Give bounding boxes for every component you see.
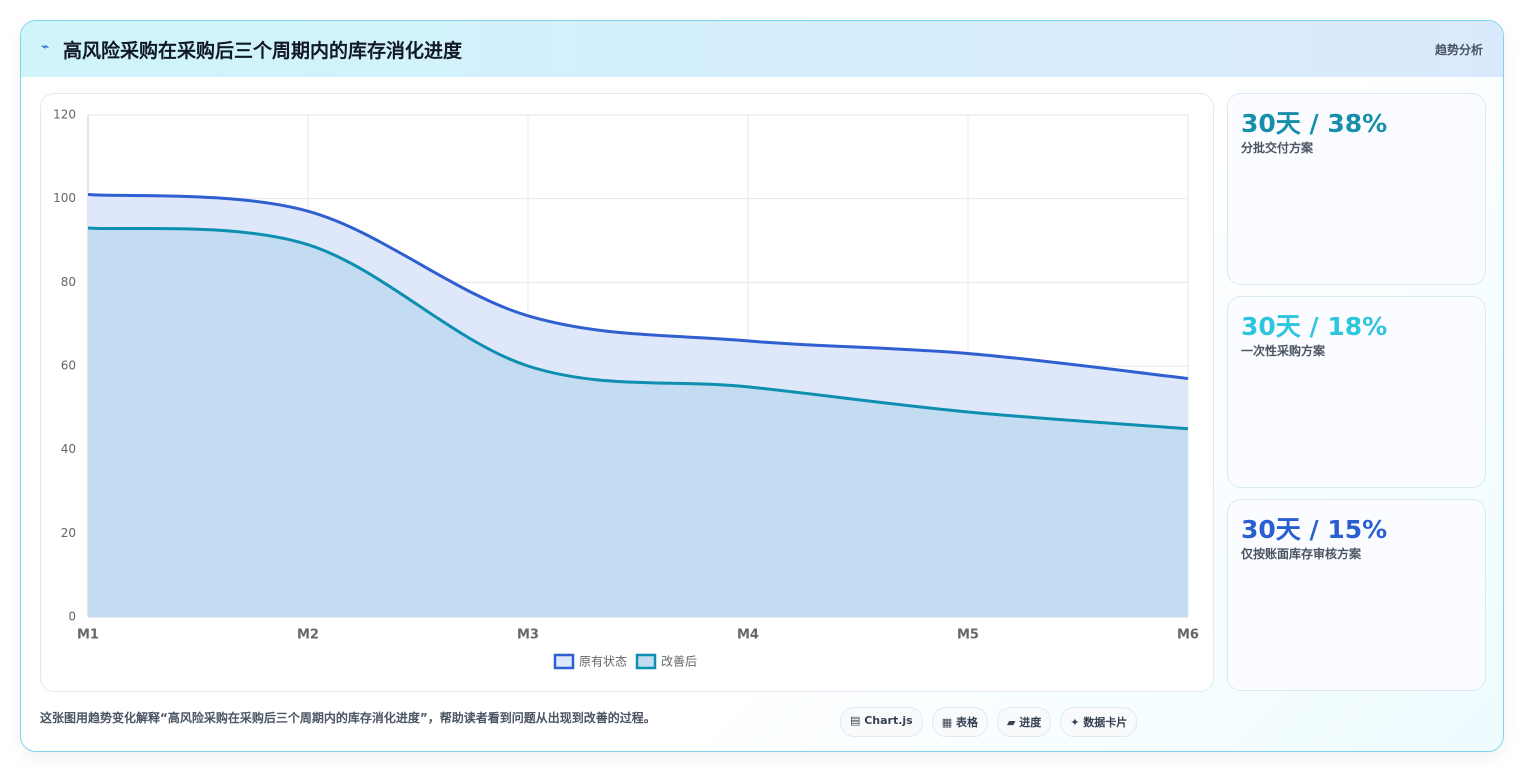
chart-panel bbox=[40, 93, 1214, 692]
tag-chip: ▤ Chart.js bbox=[840, 707, 923, 737]
header-tag: 趋势分析 bbox=[1434, 43, 1483, 57]
title: 高风险采购在采购后三个周期内的库存消化进度 bbox=[63, 40, 463, 62]
stat-label: 仅按账面库存审核方案 bbox=[1241, 547, 1362, 561]
stat-label: 分批交付方案 bbox=[1241, 141, 1314, 155]
stat-card: 30天 / 18% 一次性采购方案 bbox=[1227, 296, 1486, 488]
stat-value: 30天 / 18% bbox=[1241, 312, 1388, 341]
stat-card: 30天 / 15% 仅按账面库存审核方案 bbox=[1227, 499, 1486, 691]
stat-label: 一次性采购方案 bbox=[1241, 344, 1326, 358]
stat-value: 30天 / 15% bbox=[1241, 515, 1388, 544]
header-icon: ⌁ bbox=[41, 39, 50, 55]
header: ⌁ 高风险采购在采购后三个周期内的库存消化进度 趋势分析 bbox=[21, 21, 1503, 77]
caption: 这张图用趋势变化解释“高风险采购在采购后三个周期内的库存消化进度”，帮助读者看到… bbox=[40, 711, 656, 725]
tag-chip: ▰ 进度 bbox=[996, 707, 1052, 737]
card: ⌁ 高风险采购在采购后三个周期内的库存消化进度 趋势分析 30天 / 38% 分批… bbox=[20, 20, 1504, 752]
tag-chip: ✦ 数据卡片 bbox=[1060, 707, 1138, 737]
stat-card: 30天 / 38% 分批交付方案 bbox=[1227, 93, 1486, 285]
tag-list: ▤ Chart.js ▦ 表格 ▰ 进度 ✦ 数据卡片 bbox=[840, 707, 1138, 737]
stat-value: 30天 / 38% bbox=[1241, 109, 1388, 138]
tag-chip: ▦ 表格 bbox=[931, 707, 988, 737]
